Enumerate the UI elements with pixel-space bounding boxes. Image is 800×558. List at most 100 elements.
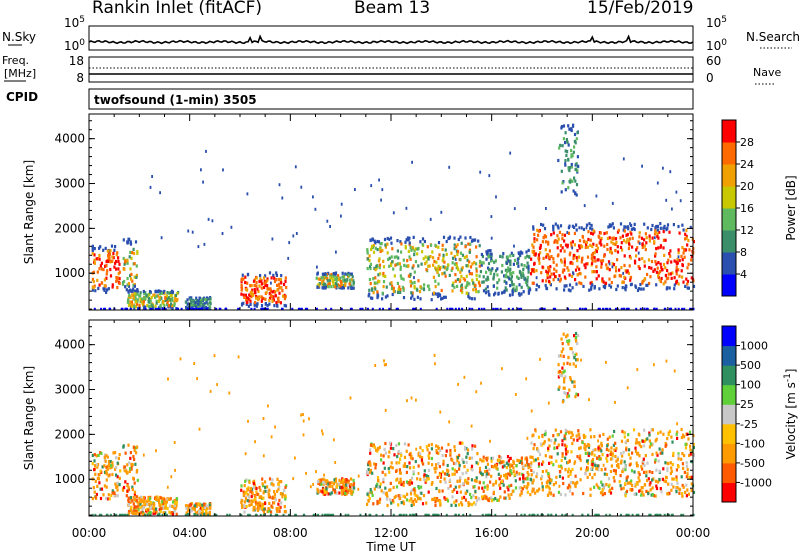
power-echo-cell xyxy=(131,279,134,283)
velocity-echo-cell xyxy=(504,476,507,480)
velocity-echo-cell xyxy=(685,494,688,498)
power-echo-cell xyxy=(136,298,139,302)
power-echo-cell xyxy=(685,277,688,281)
power-echo-cell xyxy=(326,279,329,283)
power-echo-cell xyxy=(432,263,435,267)
power-echo-cell xyxy=(663,224,666,228)
velocity-echo-cell xyxy=(116,475,119,479)
power-echo-cell xyxy=(531,268,534,272)
velocity-echo-cell xyxy=(625,446,628,450)
power-echo-cell xyxy=(581,307,584,311)
velocity-echo-cell xyxy=(591,465,594,469)
power-echo-cell xyxy=(587,230,590,234)
power-echo-cell xyxy=(265,307,268,311)
power-echo-cell xyxy=(391,260,394,264)
velocity-echo-cell xyxy=(568,339,571,343)
velocity-echo-cell xyxy=(564,428,567,432)
power-echo-cell xyxy=(165,294,168,298)
power-colorbar-tick-label: 20 xyxy=(740,180,754,193)
power-echo-cell xyxy=(571,261,574,266)
velocity-echo-cell xyxy=(625,476,628,480)
power-echo-cell xyxy=(275,273,278,277)
velocity-echo-cell xyxy=(487,472,490,476)
velocity-echo-cell xyxy=(641,439,644,443)
velocity-echo-cell xyxy=(400,513,403,517)
power-echo-cell xyxy=(627,271,630,275)
velocity-echo-cell xyxy=(255,490,258,494)
velocity-echo-cell xyxy=(646,437,649,441)
velocity-echo-cell xyxy=(133,498,136,502)
power-echo-cell xyxy=(637,251,640,255)
power-echo-cell xyxy=(475,277,478,281)
power-echo-cell xyxy=(509,151,512,155)
velocity-echo-cell xyxy=(205,512,208,516)
power-echo-cell xyxy=(638,266,641,271)
velocity-echo-cell xyxy=(522,480,525,484)
velocity-echo-cell xyxy=(548,461,551,465)
power-echo-cell xyxy=(340,284,343,288)
velocity-echo-cell xyxy=(567,342,570,346)
velocity-echo-cell xyxy=(406,492,409,496)
velocity-echo-cell xyxy=(564,468,567,472)
power-echo-cell xyxy=(329,276,332,280)
velocity-echo-cell xyxy=(207,513,210,517)
power-echo-cell xyxy=(585,262,588,266)
velocity-echo-cell xyxy=(152,505,155,509)
power-echo-cell xyxy=(532,227,535,231)
power-echo-cell xyxy=(617,228,620,232)
velocity-echo-cell xyxy=(552,493,555,497)
power-echo-cell xyxy=(611,222,614,226)
power-echo-cell xyxy=(558,146,561,150)
power-colorbar-segment xyxy=(722,230,736,253)
power-echo-cell xyxy=(564,188,567,192)
velocity-echo-cell xyxy=(510,483,513,487)
velocity-echo-cell xyxy=(560,371,563,375)
power-echo-cell xyxy=(554,222,557,226)
power-echo-cell xyxy=(388,264,391,268)
power-echo-cell xyxy=(376,248,379,252)
power-echo-cell xyxy=(578,281,581,285)
power-echo-cell xyxy=(455,262,458,266)
velocity-echo-cell xyxy=(436,475,439,479)
velocity-echo-cell xyxy=(203,512,206,516)
power-echo-cell xyxy=(524,256,527,260)
power-echo-cell xyxy=(390,281,393,285)
velocity-echo-cell xyxy=(645,474,648,478)
velocity-echo-cell xyxy=(193,513,196,517)
velocity-echo-cell xyxy=(637,451,640,455)
velocity-echo-cell xyxy=(509,473,512,477)
power-echo-cell xyxy=(494,259,497,263)
velocity-echo-cell xyxy=(94,513,97,517)
power-echo-cell xyxy=(643,307,646,311)
power-echo-cell xyxy=(480,263,483,267)
power-echo-cell xyxy=(200,168,202,172)
velocity-echo-cell xyxy=(655,451,658,455)
velocity-echo-cell xyxy=(571,380,574,384)
power-echo-cell xyxy=(568,283,572,287)
power-echo-cell xyxy=(166,302,169,306)
power-echo-cell xyxy=(611,201,614,205)
power-echo-cell xyxy=(590,253,593,257)
velocity-echo-cell xyxy=(471,468,474,472)
velocity-echo-cell xyxy=(511,489,514,493)
power-echo-cell xyxy=(446,307,449,311)
power-echo-cell xyxy=(453,262,457,266)
velocity-echo-cell xyxy=(133,448,136,453)
velocity-echo-cell xyxy=(171,511,174,515)
power-echo-cell xyxy=(167,304,171,308)
power-echo-cell xyxy=(675,279,679,283)
velocity-echo-cell xyxy=(188,503,191,508)
velocity-echo-cell xyxy=(385,363,387,366)
power-echo-cell xyxy=(222,168,224,172)
power-echo-cell xyxy=(432,275,435,279)
power-echo-cell xyxy=(445,252,448,256)
velocity-echo-cell xyxy=(412,472,415,476)
power-echo-cell xyxy=(245,287,248,291)
power-echo-cell xyxy=(93,261,96,265)
power-echo-cell xyxy=(266,277,269,281)
velocity-echo-cell xyxy=(438,500,441,504)
power-echo-cell xyxy=(387,257,390,262)
power-echo-cell xyxy=(505,273,508,277)
velocity-echo-cell xyxy=(121,488,125,492)
power-echo-cell xyxy=(124,285,127,289)
